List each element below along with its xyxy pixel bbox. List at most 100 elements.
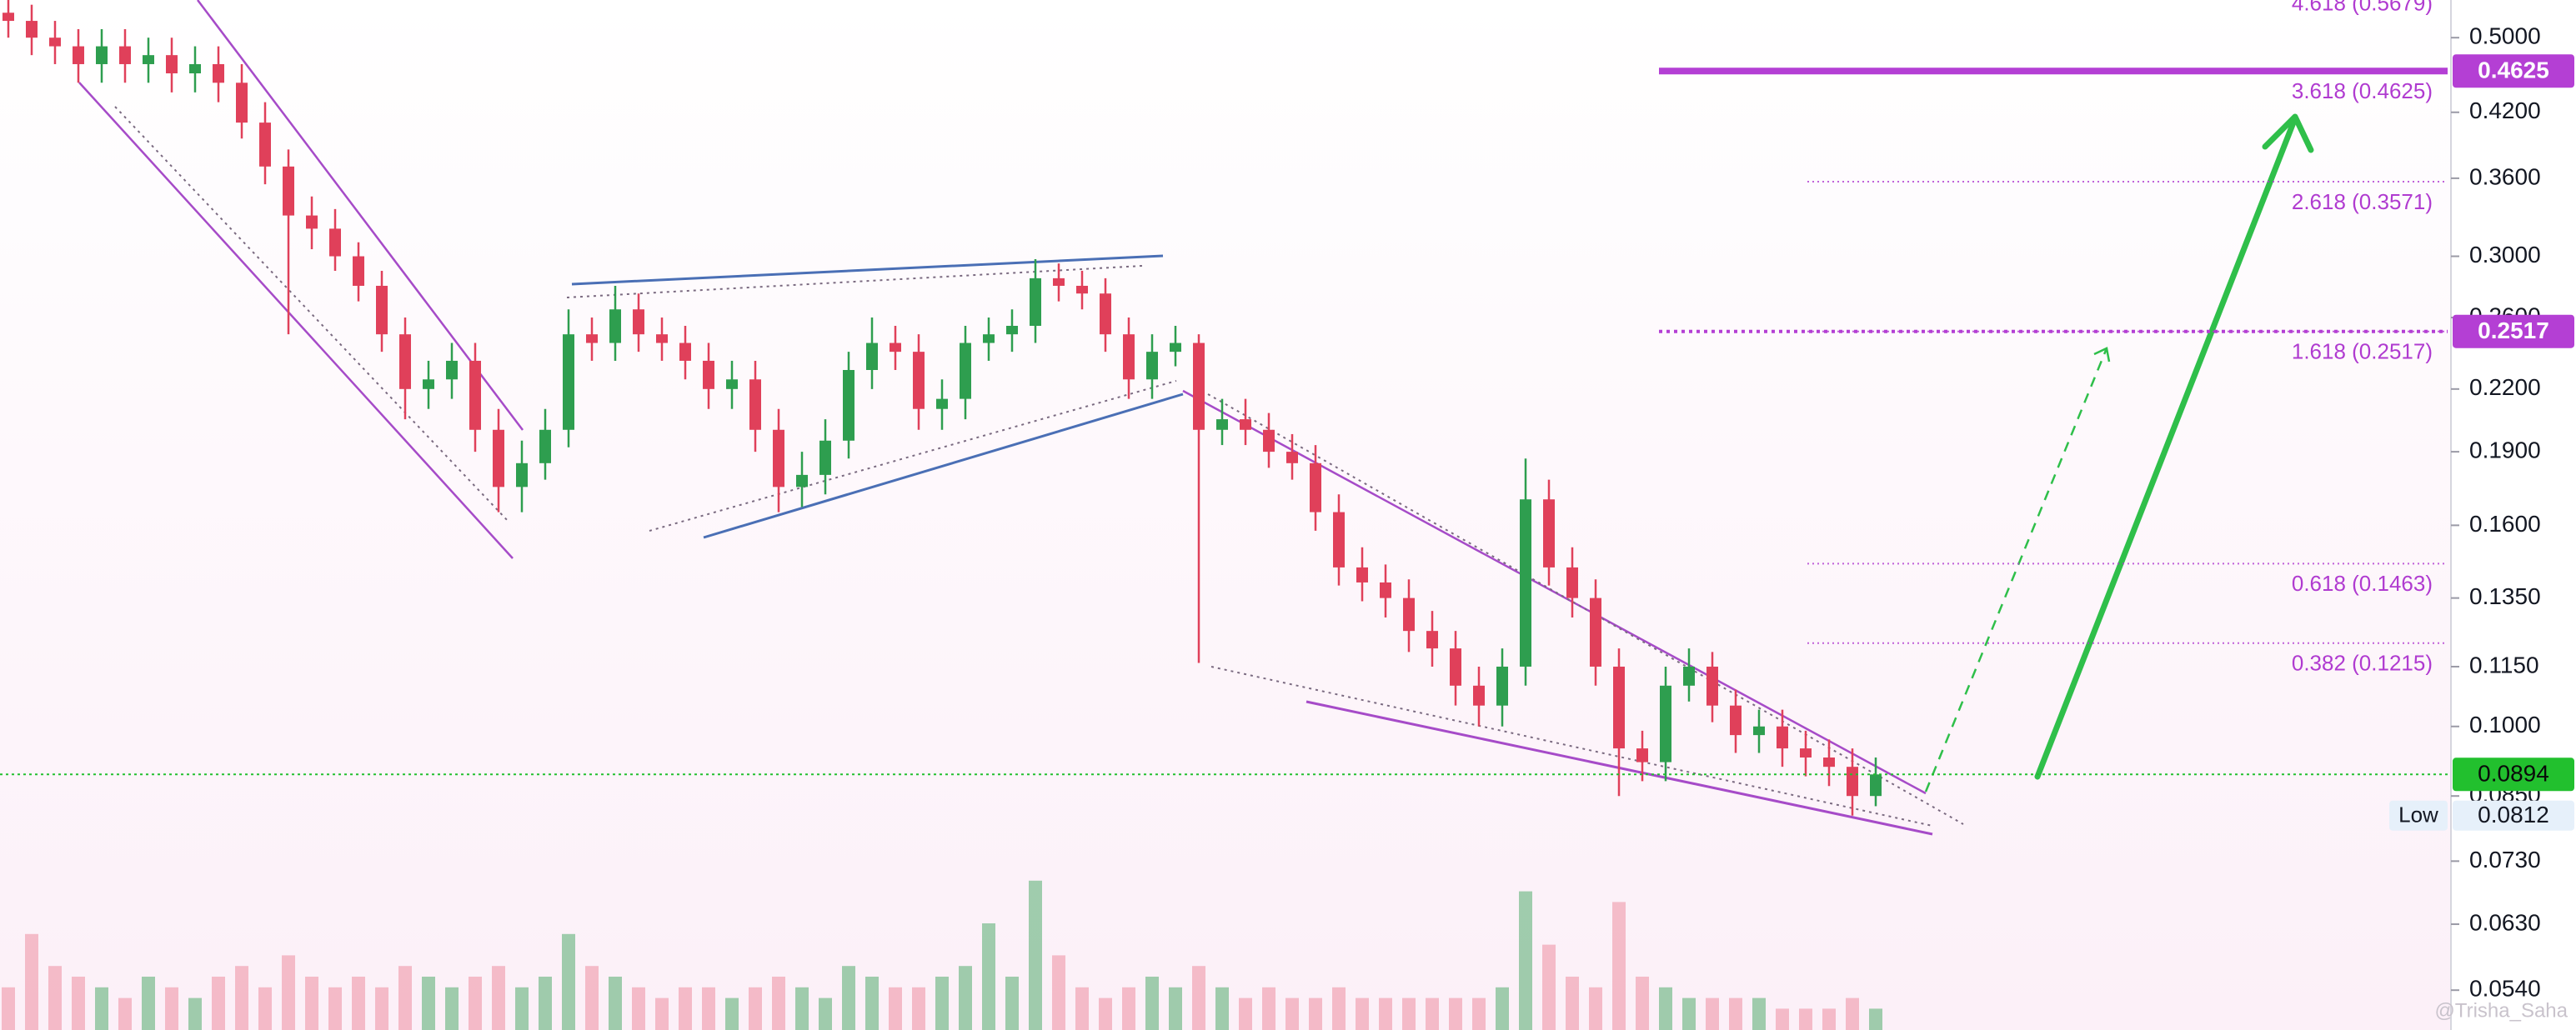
volume-bar	[1285, 998, 1299, 1030]
candle-body	[1520, 499, 1531, 667]
volume-bar	[1612, 902, 1626, 1030]
volume-bar	[305, 977, 318, 1030]
candle-body	[1613, 666, 1625, 749]
volume-bar	[819, 998, 832, 1030]
volume-bar	[1099, 998, 1112, 1030]
volume-bar	[235, 966, 248, 1030]
candle-body	[236, 82, 248, 123]
levels: 4.618 (0.5679) 3.618 (0.4625) 2.618 (0.357…	[0, 0, 2448, 776]
candle-body	[1216, 419, 1228, 430]
candle-body	[1730, 705, 1742, 736]
volume-bar	[422, 977, 435, 1030]
y-tick-label: 0.4200	[2469, 98, 2541, 123]
y-tick-label: 0.1600	[2469, 511, 2541, 537]
volume-bar	[1566, 977, 1579, 1030]
y-tick-label: 0.0630	[2469, 909, 2541, 935]
candle-body	[749, 379, 761, 430]
y-tick-label: 0.5000	[2469, 23, 2541, 49]
volume-bar	[1822, 1008, 1836, 1030]
candle-body	[1403, 598, 1415, 632]
candle-body	[213, 63, 224, 83]
candle-body	[306, 215, 318, 229]
low-tag-label: Low	[2398, 802, 2438, 828]
target-arrowhead	[2262, 113, 2314, 153]
candle-body	[1566, 567, 1578, 598]
y-tick-label: 0.0730	[2469, 847, 2541, 872]
volume-bar	[982, 923, 995, 1030]
volume-bar	[212, 977, 225, 1030]
volume-bar	[1309, 998, 1322, 1030]
trend-line	[1210, 666, 1933, 827]
volume-bar	[1729, 998, 1742, 1030]
candle-body	[143, 55, 154, 64]
volume-bar	[1799, 1008, 1812, 1030]
volume-bar	[632, 987, 645, 1030]
candle-body	[1333, 512, 1345, 568]
trend-line	[197, 0, 524, 431]
volume-bar	[2, 987, 15, 1030]
candle-body	[1030, 278, 1041, 327]
volume-bar	[118, 998, 132, 1030]
volume-bar	[282, 955, 295, 1030]
candle-body	[1310, 462, 1321, 512]
volume-bar	[562, 933, 575, 1030]
fib-label: 1.618 (0.2517)	[2292, 339, 2433, 364]
y-tick-label: 0.3000	[2469, 242, 2541, 268]
volume-bar	[72, 977, 85, 1030]
volume-bar	[935, 977, 949, 1030]
trend-line	[1207, 393, 1964, 825]
candle-body	[936, 398, 948, 409]
y-tick-label: 0.1350	[2469, 583, 2541, 609]
candle-body	[866, 342, 878, 370]
volume-bar	[1005, 977, 1019, 1030]
candle-body	[1380, 582, 1391, 598]
volume-bar	[1215, 987, 1229, 1030]
candle-body	[1170, 342, 1181, 352]
target-arrow	[2034, 115, 2298, 780]
candle-body	[73, 46, 84, 64]
fib-label: 0.618 (0.1463)	[2292, 571, 2433, 596]
volume-bar	[912, 987, 925, 1030]
y-tick-label: 0.1150	[2469, 652, 2539, 678]
volume-bar	[609, 977, 622, 1030]
candle-body	[563, 334, 574, 430]
volume-bar	[1589, 987, 1602, 1030]
candle-body	[1847, 767, 1858, 797]
candle-body	[1193, 342, 1205, 430]
volume-bar	[1706, 998, 1719, 1030]
candle-body	[633, 309, 644, 335]
candle-body	[1076, 285, 1088, 294]
projection-line	[1924, 348, 2108, 792]
volume-bar	[352, 977, 365, 1030]
volume-bar	[165, 987, 178, 1030]
volume-bar	[1682, 998, 1696, 1030]
volume-bar	[492, 966, 505, 1030]
volume-bar	[188, 998, 202, 1030]
volume-bar	[1869, 1008, 1882, 1030]
candle-body	[399, 334, 411, 389]
candle-body	[1006, 326, 1018, 335]
candle-body	[469, 360, 481, 430]
candle-body	[1286, 452, 1298, 463]
candle-body	[819, 440, 831, 475]
volume-bar	[585, 966, 599, 1030]
volume-bar	[1776, 1008, 1789, 1030]
candle-body	[1706, 666, 1718, 706]
price-axis: 0.50000.42000.36000.30000.26000.22000.19…	[2450, 0, 2576, 1030]
volume-bar	[1496, 987, 1509, 1030]
volume-bar	[1402, 998, 1416, 1030]
y-tick-label: 0.0540	[2469, 976, 2541, 1002]
candle-body	[843, 369, 854, 441]
candle-body	[1543, 499, 1555, 568]
volume-bar	[515, 987, 529, 1030]
price-badge-label: 0.4625	[2478, 58, 2549, 83]
volume-layer	[2, 880, 1882, 1030]
low-badge	[2453, 800, 2574, 831]
volume-bar	[1075, 987, 1089, 1030]
volume-bar	[1542, 944, 1556, 1030]
volume-bar	[1122, 987, 1135, 1030]
candle-body	[983, 334, 995, 343]
candle-body	[353, 256, 364, 286]
